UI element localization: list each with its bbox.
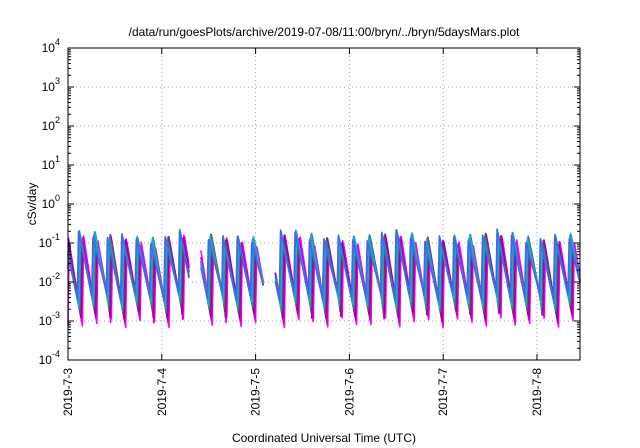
y-tick-label: 100 [42, 193, 60, 211]
chart-title: /data/run/goesPlots/archive/2019-07-08/1… [129, 25, 520, 39]
y-axis-label: cSv/day [25, 183, 39, 226]
y-tick-label: 103 [42, 76, 60, 94]
x-tick-label: 2019-7-3 [61, 368, 75, 416]
x-tick-labels: 2019-7-3 2019-7-4 2019-7-5 2019-7-6 2019-7-7… [61, 368, 544, 416]
x-tick-label: 2019-7-4 [155, 368, 169, 416]
series-line [67, 228, 581, 301]
axis-ticks [67, 47, 580, 361]
x-tick-label: 2019-7-6 [342, 368, 356, 416]
x-tick-label: 2019-7-5 [249, 368, 263, 416]
y-tick-label: 10-4 [39, 349, 60, 367]
y-tick-labels: 10-4 10-3 10-2 10-1 100 101 102 103 104 [39, 37, 60, 367]
y-tick-label: 10-3 [39, 310, 60, 328]
y-tick-label: 102 [42, 115, 60, 133]
y-tick-label: 104 [42, 37, 60, 55]
x-axis-label: Coordinated Universal Time (UTC) [232, 431, 416, 445]
grid [68, 48, 580, 360]
y-tick-label: 10-1 [39, 232, 60, 250]
x-tick-label: 2019-7-8 [530, 368, 544, 416]
x-tick-label: 2019-7-7 [436, 368, 450, 416]
y-tick-label: 101 [42, 154, 60, 172]
series-layer [67, 228, 581, 329]
y-tick-label: 10-2 [39, 271, 60, 289]
